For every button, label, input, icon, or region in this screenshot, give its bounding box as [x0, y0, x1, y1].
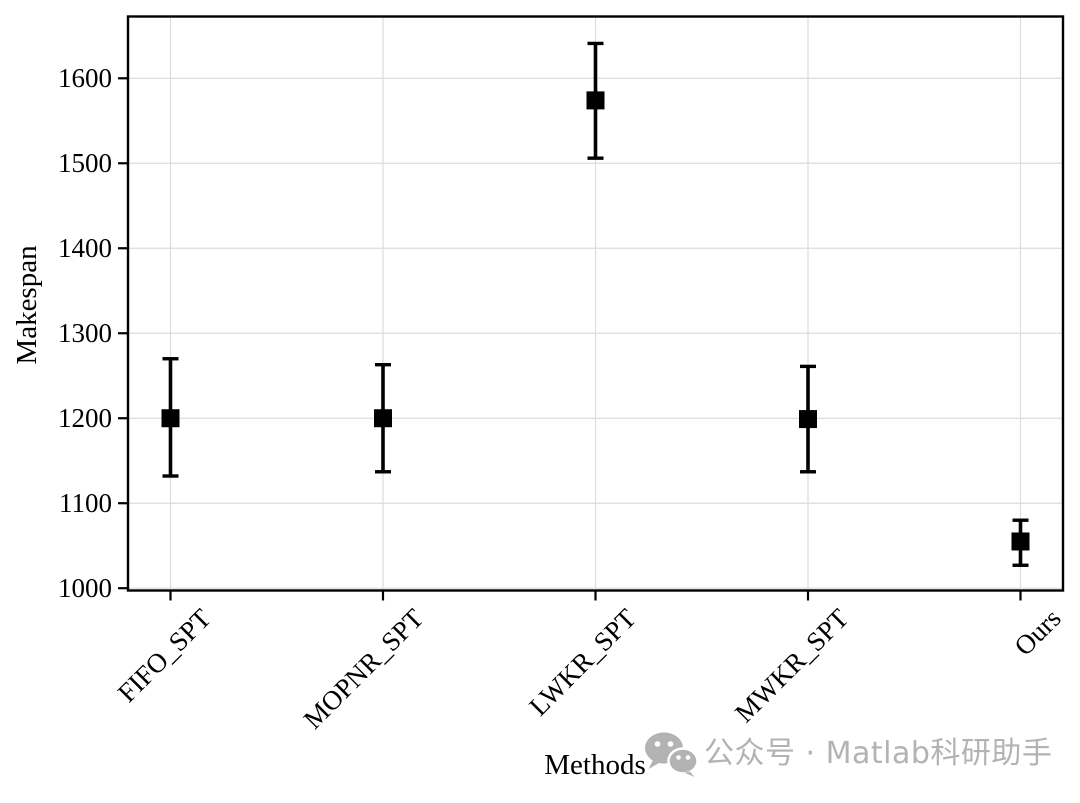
- y-tick-label: 1300: [58, 318, 112, 349]
- data-point-marker: [586, 91, 605, 110]
- data-point-marker: [1011, 532, 1030, 551]
- y-tick-label: 1000: [58, 573, 112, 604]
- wechat-icon: [645, 732, 698, 777]
- watermark: 公众号 · Matlab科研助手: [644, 731, 1052, 777]
- plot-border: [126, 15, 1065, 592]
- y-tick-label: 1100: [59, 488, 112, 519]
- data-point-marker: [161, 409, 180, 428]
- y-tick-label: 1400: [58, 233, 112, 264]
- data-point-marker: [799, 410, 817, 429]
- y-tick-label: 1600: [58, 63, 112, 94]
- x-axis-label: Methods: [544, 749, 646, 781]
- y-tick-label: 1200: [58, 403, 112, 434]
- y-tick-label: 1500: [58, 148, 112, 179]
- watermark-text: 公众号 · Matlab科研助手: [704, 736, 1053, 771]
- data-point-marker: [374, 409, 392, 428]
